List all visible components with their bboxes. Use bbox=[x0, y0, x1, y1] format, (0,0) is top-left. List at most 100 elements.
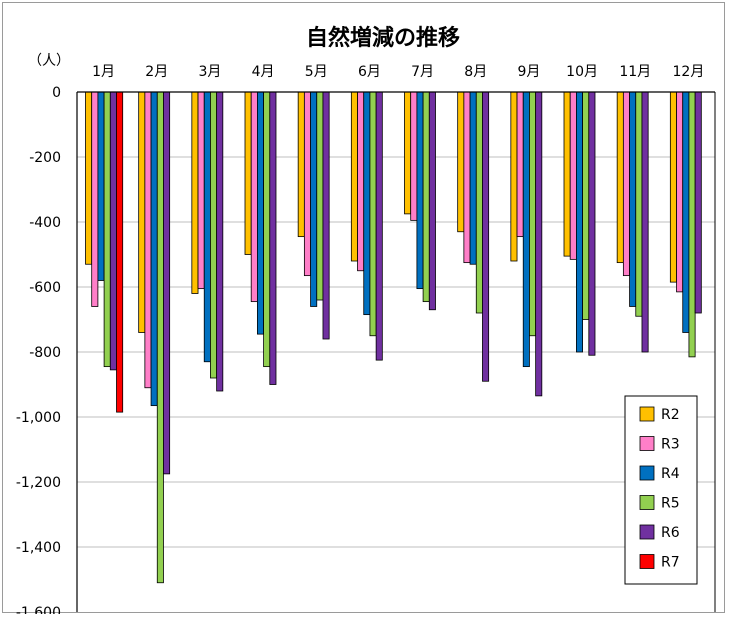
y-tick-label: -1,200 bbox=[16, 475, 61, 491]
bar bbox=[363, 91, 371, 316]
bar bbox=[676, 91, 684, 293]
bar bbox=[529, 91, 537, 337]
bar bbox=[269, 91, 277, 385]
bar bbox=[369, 91, 377, 337]
x-tick-labels: 1月 2月 3月 4月 5月 6月 7月 8月 9月 10月 11月 12月 bbox=[92, 64, 704, 80]
legend-swatch bbox=[639, 554, 655, 569]
bar bbox=[322, 91, 330, 340]
bar bbox=[694, 91, 702, 314]
bar bbox=[357, 91, 365, 272]
bar bbox=[622, 91, 630, 277]
y-tick-label: -400 bbox=[29, 215, 61, 231]
bar bbox=[250, 91, 258, 303]
x-tick-label: 7月 bbox=[411, 64, 434, 80]
bar bbox=[85, 91, 93, 265]
axes bbox=[76, 91, 716, 612]
bar bbox=[588, 91, 596, 356]
x-tick-label: 5月 bbox=[305, 64, 328, 80]
legend-label: R7 bbox=[661, 555, 680, 571]
bar bbox=[310, 91, 318, 307]
bar bbox=[263, 91, 271, 368]
y-tick-label: 0 bbox=[52, 85, 61, 101]
y-axis-unit-label: （人） bbox=[28, 53, 70, 69]
bar bbox=[641, 91, 649, 353]
x-tick-label: 6月 bbox=[358, 64, 381, 80]
y-tick-label: -600 bbox=[29, 280, 61, 296]
legend-label: R2 bbox=[661, 407, 680, 423]
bar bbox=[482, 91, 490, 382]
bar bbox=[91, 91, 99, 307]
gridlines bbox=[77, 156, 715, 548]
bar bbox=[150, 91, 158, 407]
bar bbox=[297, 91, 305, 238]
bar bbox=[428, 91, 436, 311]
bar bbox=[582, 91, 590, 320]
bar bbox=[350, 91, 358, 262]
bar bbox=[469, 91, 477, 265]
legend-label: R3 bbox=[661, 437, 680, 453]
bar bbox=[191, 91, 199, 294]
legend-box bbox=[624, 395, 698, 585]
bar bbox=[163, 91, 171, 475]
bar bbox=[569, 91, 577, 260]
bar bbox=[682, 91, 690, 333]
bar bbox=[109, 91, 117, 371]
bar bbox=[422, 91, 430, 303]
bar bbox=[410, 91, 418, 221]
legend-swatch bbox=[639, 465, 655, 481]
bar bbox=[116, 91, 124, 413]
bar bbox=[138, 91, 146, 333]
bar bbox=[144, 91, 152, 389]
bar bbox=[616, 91, 624, 264]
bar bbox=[688, 91, 696, 358]
bar bbox=[156, 91, 164, 584]
bar-chart: 自然増減の推移 （人） 1月 2月 3月 4月 5月 6月 7月 8月 9月 10月 11月 12月 … bbox=[16, 25, 716, 614]
bar bbox=[510, 91, 518, 262]
x-tick-label: 9月 bbox=[517, 64, 540, 80]
bar bbox=[197, 91, 205, 290]
bar bbox=[475, 91, 483, 314]
y-tick-label: -800 bbox=[29, 345, 61, 361]
bars bbox=[85, 91, 702, 584]
x-tick-label: 11月 bbox=[619, 64, 651, 80]
x-tick-label: 10月 bbox=[566, 64, 598, 80]
x-tick-label: 4月 bbox=[252, 64, 275, 80]
bar bbox=[210, 91, 218, 379]
bar bbox=[522, 91, 530, 368]
bar bbox=[563, 91, 571, 257]
x-tick-label: 3月 bbox=[198, 64, 221, 80]
chart-title: 自然増減の推移 bbox=[306, 25, 460, 51]
bar bbox=[303, 91, 311, 277]
x-tick-label: 1月 bbox=[92, 64, 115, 80]
bar bbox=[629, 91, 637, 307]
legend-label: R4 bbox=[661, 466, 680, 482]
bar bbox=[669, 91, 677, 283]
y-tick-label: -1,400 bbox=[16, 540, 61, 556]
bar bbox=[463, 91, 471, 264]
x-tick-label: 2月 bbox=[145, 64, 168, 80]
bar bbox=[216, 91, 224, 392]
legend-swatch bbox=[639, 406, 655, 422]
bar bbox=[535, 91, 543, 397]
bar bbox=[416, 91, 424, 290]
legend-swatch bbox=[639, 436, 655, 451]
bar bbox=[103, 91, 111, 368]
legend-swatch bbox=[639, 524, 655, 540]
y-tick-label: -1,600 bbox=[16, 605, 61, 614]
y-tick-labels: 0 -200 -400 -600 -800 -1,000 -1,200 -1,400 -1,60… bbox=[16, 85, 61, 614]
bar bbox=[244, 91, 252, 255]
y-tick-label: -200 bbox=[29, 150, 61, 166]
bar bbox=[516, 91, 524, 238]
bar bbox=[404, 91, 412, 215]
bar bbox=[256, 91, 264, 335]
bar bbox=[203, 91, 211, 363]
bar bbox=[635, 91, 643, 317]
bar bbox=[576, 91, 584, 353]
x-tick-label: 8月 bbox=[464, 64, 487, 80]
legend-label: R5 bbox=[661, 496, 680, 512]
legend: R2 R3 R4 R5 R6 R7 bbox=[624, 395, 698, 585]
bar bbox=[457, 91, 465, 233]
legend-swatch bbox=[639, 495, 655, 510]
x-tick-label: 12月 bbox=[673, 64, 705, 80]
